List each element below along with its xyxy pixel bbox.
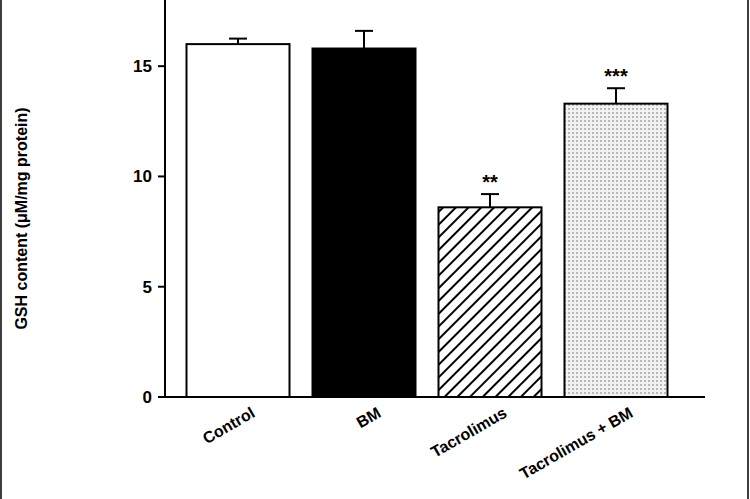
bar bbox=[565, 104, 668, 397]
chart: *****051015ControlBMTacrolimusTacrolimus… bbox=[0, 0, 750, 499]
y-tick-label: 0 bbox=[143, 388, 152, 407]
error-cap bbox=[481, 193, 499, 195]
y-tick-label: 10 bbox=[133, 167, 152, 186]
bar bbox=[313, 49, 416, 397]
significance-mark: *** bbox=[604, 65, 628, 87]
y-axis-label: GSH content (μM/mg protein) bbox=[13, 107, 30, 329]
bars bbox=[187, 31, 668, 397]
x-axis bbox=[165, 396, 705, 398]
y-tick-label: 15 bbox=[133, 57, 152, 76]
y-tick bbox=[158, 175, 165, 177]
error-bar bbox=[489, 194, 491, 207]
y-tick-label: 5 bbox=[143, 278, 152, 297]
x-tick-label: BM bbox=[353, 404, 383, 431]
x-tick-label: Tacrolimus + BM bbox=[517, 404, 636, 482]
error-bar bbox=[363, 31, 365, 49]
y-tick bbox=[158, 396, 165, 398]
error-cap bbox=[355, 30, 373, 32]
x-tick-label: Tacrolimus bbox=[428, 404, 509, 461]
figure-frame bbox=[1, 0, 748, 499]
error-cap bbox=[607, 87, 625, 89]
error-cap bbox=[229, 38, 247, 40]
bar bbox=[439, 207, 542, 397]
y-axis bbox=[164, 0, 166, 397]
y-tick bbox=[158, 286, 165, 288]
error-bar bbox=[615, 88, 617, 103]
bar bbox=[187, 44, 290, 397]
y-tick bbox=[158, 65, 165, 67]
x-tick-label: Control bbox=[200, 404, 258, 447]
significance-mark: ** bbox=[482, 171, 498, 193]
